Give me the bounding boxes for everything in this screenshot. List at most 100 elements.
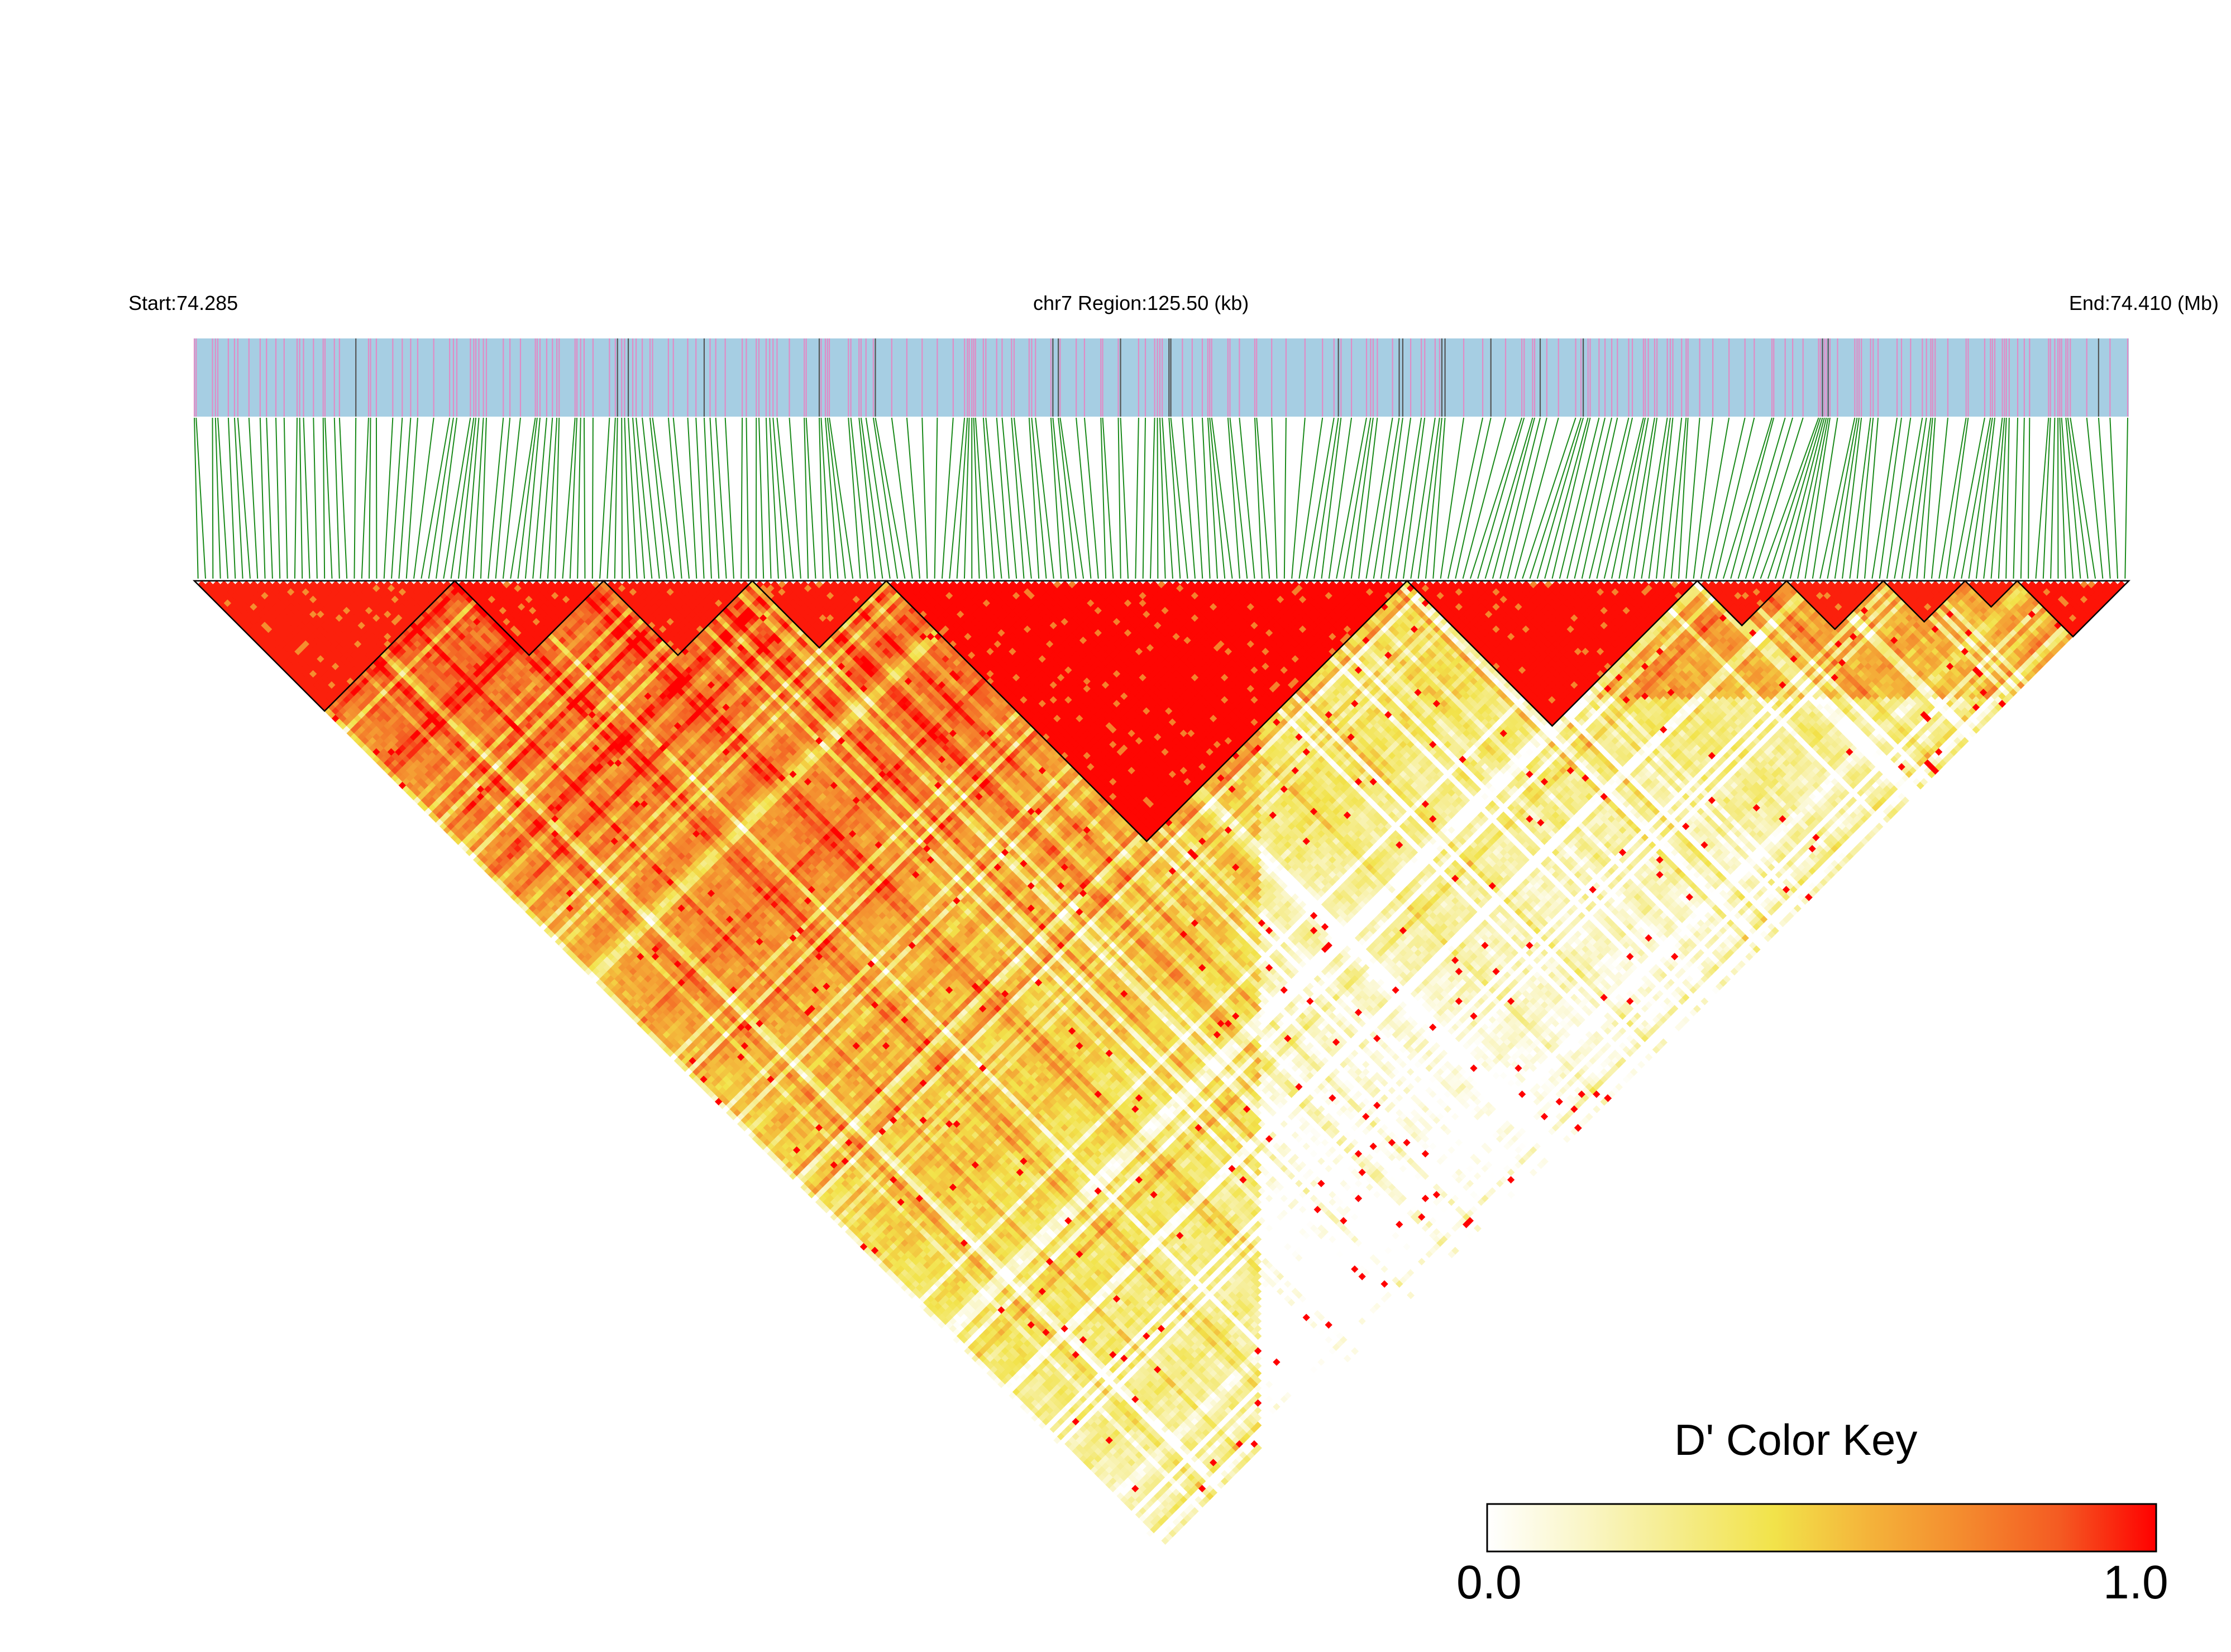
snp-connector [652, 418, 674, 579]
snp-connector [2060, 418, 2065, 579]
snp-connector [1589, 418, 1628, 579]
snp-connector [325, 418, 332, 579]
snp-connector [228, 418, 235, 579]
snp-connector [1694, 418, 1713, 579]
snp-connector [429, 418, 453, 579]
snp-connector [407, 418, 418, 579]
snp-connector [2051, 418, 2055, 579]
snp-connector [935, 418, 938, 579]
snp-connector [624, 418, 629, 579]
snp-connector [1924, 418, 1936, 579]
snp-connector [1150, 418, 1155, 579]
snp-connector [1917, 418, 1932, 579]
snp-connector [2125, 418, 2128, 579]
snp-connector [303, 418, 309, 579]
gene-track-bar [194, 338, 2129, 417]
snp-connector [1076, 418, 1091, 579]
snp-connector [1835, 418, 1859, 579]
snp-connector [1051, 418, 1061, 579]
snp-connector [458, 418, 476, 579]
snp-connector [541, 418, 553, 579]
snp-connector [1135, 418, 1138, 579]
snp-connector [1842, 418, 1861, 579]
snp-connector [1545, 418, 1588, 579]
snp-connector [1284, 418, 1286, 579]
snp-connector [1708, 418, 1745, 579]
snp-connector [1101, 418, 1106, 579]
snp-connector [1374, 418, 1399, 579]
gene-track [194, 338, 2129, 417]
snp-connector [323, 418, 324, 579]
snp-connector [848, 418, 860, 579]
snp-connector [443, 418, 470, 579]
snp-connector [1314, 418, 1338, 579]
snp-connector [2006, 418, 2009, 579]
snp-connector [1939, 418, 1966, 579]
snp-connector [421, 418, 450, 579]
snp-connector [1701, 418, 1729, 579]
snp-connector [1103, 418, 1114, 579]
snp-connector [284, 418, 288, 579]
snp-connector [510, 418, 535, 579]
snp-connector [503, 418, 520, 579]
snp-connector [829, 418, 853, 579]
snp-connector [1002, 418, 1016, 579]
snp-connector [628, 418, 637, 579]
snp-connector [1239, 418, 1254, 579]
snp-connector [1014, 418, 1031, 579]
snp-connector [313, 418, 317, 579]
snp-connector [650, 418, 667, 579]
snp-connector [1597, 418, 1632, 579]
snp-connector [238, 418, 250, 579]
snp-connector [1537, 418, 1583, 579]
snp-connector [1649, 418, 1670, 579]
snp-connector [964, 418, 969, 579]
snp-connector [766, 418, 771, 579]
snp-connector [1515, 418, 1559, 579]
snp-connector [725, 418, 734, 579]
snp-connector [414, 418, 434, 579]
snp-connector [249, 418, 257, 579]
snp-connector [673, 418, 689, 579]
snp-connector [266, 418, 273, 579]
snp-connector [1485, 418, 1533, 579]
snp-connector [1060, 418, 1083, 579]
snp-connector [2013, 418, 2018, 579]
snp-connector [1143, 418, 1145, 579]
snp-connector [1160, 418, 1165, 579]
snp-connector [1656, 418, 1673, 579]
snp-connector [335, 418, 340, 579]
snp-connector [354, 418, 356, 579]
snp-connector [974, 418, 980, 579]
snp-connector-lines [194, 418, 2128, 579]
snp-connector [770, 418, 778, 579]
snp-connector [1321, 418, 1341, 579]
snp-connector [451, 418, 474, 579]
snp-connector [704, 418, 711, 579]
snp-connector [1552, 418, 1590, 579]
snp-connector [1182, 418, 1195, 579]
ld-heatmap [198, 580, 2125, 1548]
snp-connector [859, 418, 875, 579]
snp-connector [300, 418, 303, 579]
snp-connector [2021, 418, 2024, 579]
snp-connector [1932, 418, 1948, 579]
snp-connector [668, 418, 682, 579]
snp-connector [295, 418, 297, 579]
snp-connector [1119, 418, 1121, 579]
snp-connector [1272, 418, 1277, 579]
snp-connector [384, 418, 393, 579]
snp-connector [276, 418, 280, 579]
snp-connector [1947, 418, 1969, 579]
snp-connector [866, 418, 890, 579]
snp-connector [759, 418, 763, 579]
snp-connector [615, 418, 618, 579]
snp-connector [1723, 418, 1772, 579]
snp-connector [696, 418, 704, 579]
snp-connector [1909, 418, 1931, 579]
snp-connector [1210, 418, 1225, 579]
snp-connector [2070, 418, 2095, 579]
snp-connector [1686, 418, 1699, 579]
